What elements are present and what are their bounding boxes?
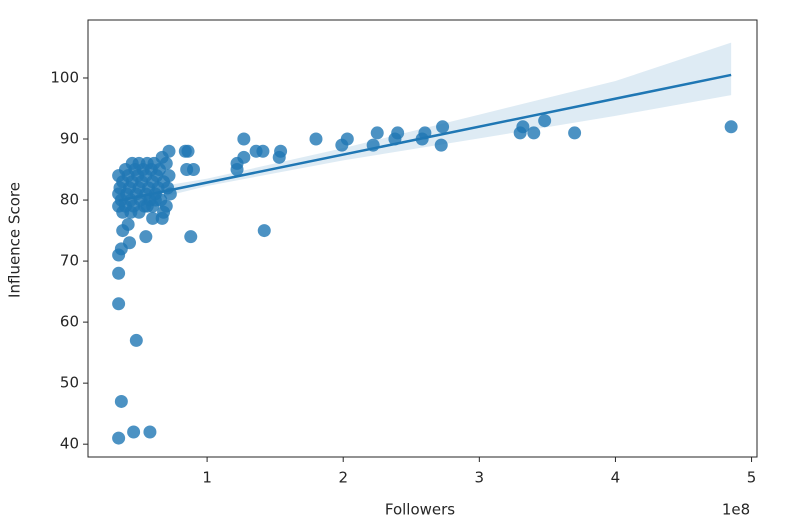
scatter-point: [159, 156, 173, 170]
scatter-point: [112, 266, 126, 280]
y-tick-label: 50: [60, 374, 79, 392]
scatter-point: [162, 169, 176, 183]
scatter-point: [112, 431, 126, 445]
scatter-point: [257, 224, 271, 238]
scatter-point: [129, 333, 143, 347]
plot-frame: [87, 19, 758, 458]
scatter-point: [146, 211, 160, 225]
scatter-point: [162, 144, 176, 158]
scatter-point: [256, 144, 270, 158]
scatter-point: [538, 114, 552, 128]
scatter-point: [184, 230, 198, 244]
y-tick-label: 60: [60, 313, 79, 331]
scatter-point: [370, 126, 384, 140]
x-axis-label: Followers: [385, 501, 455, 519]
scatter-point: [148, 193, 162, 207]
scatter-point: [436, 120, 450, 134]
y-tick-label: 90: [60, 130, 79, 148]
y-tick-label: 70: [60, 252, 79, 270]
confidence-band: [118, 42, 732, 208]
y-axis-label: Influence Score: [6, 182, 24, 298]
scatter-point: [114, 394, 128, 408]
x-tick-label: 1: [202, 469, 212, 487]
x-tick-label: 5: [747, 469, 757, 487]
scatter-point: [527, 126, 541, 140]
scatter-point: [434, 138, 448, 152]
scatter-point: [127, 425, 141, 439]
y-tick-label: 100: [50, 68, 79, 86]
scatter-point: [139, 230, 153, 244]
scatter-point: [309, 132, 323, 146]
x-tick-label: 3: [475, 469, 485, 487]
scatter-point: [143, 425, 157, 439]
scatter-point: [181, 144, 195, 158]
y-tick-label: 40: [60, 435, 79, 453]
scatter-point: [391, 126, 405, 140]
scatter-point: [180, 163, 194, 177]
x-offset-label: 1e8: [722, 501, 750, 519]
x-tick-label: 4: [611, 469, 621, 487]
scatter-point: [237, 150, 251, 164]
scatter-point: [274, 144, 288, 158]
scatter-point: [724, 120, 738, 134]
regression-line: [118, 73, 732, 202]
scatter-point: [112, 297, 126, 311]
scatter-point: [568, 126, 582, 140]
x-tick-label: 2: [338, 469, 348, 487]
scatter-point: [516, 120, 530, 134]
scatter-point: [340, 132, 354, 146]
scatter-point: [123, 236, 137, 250]
scatter-point: [159, 199, 173, 213]
y-tick-label: 80: [60, 191, 79, 209]
scatter-point: [237, 132, 251, 146]
scatter-point: [121, 217, 135, 231]
